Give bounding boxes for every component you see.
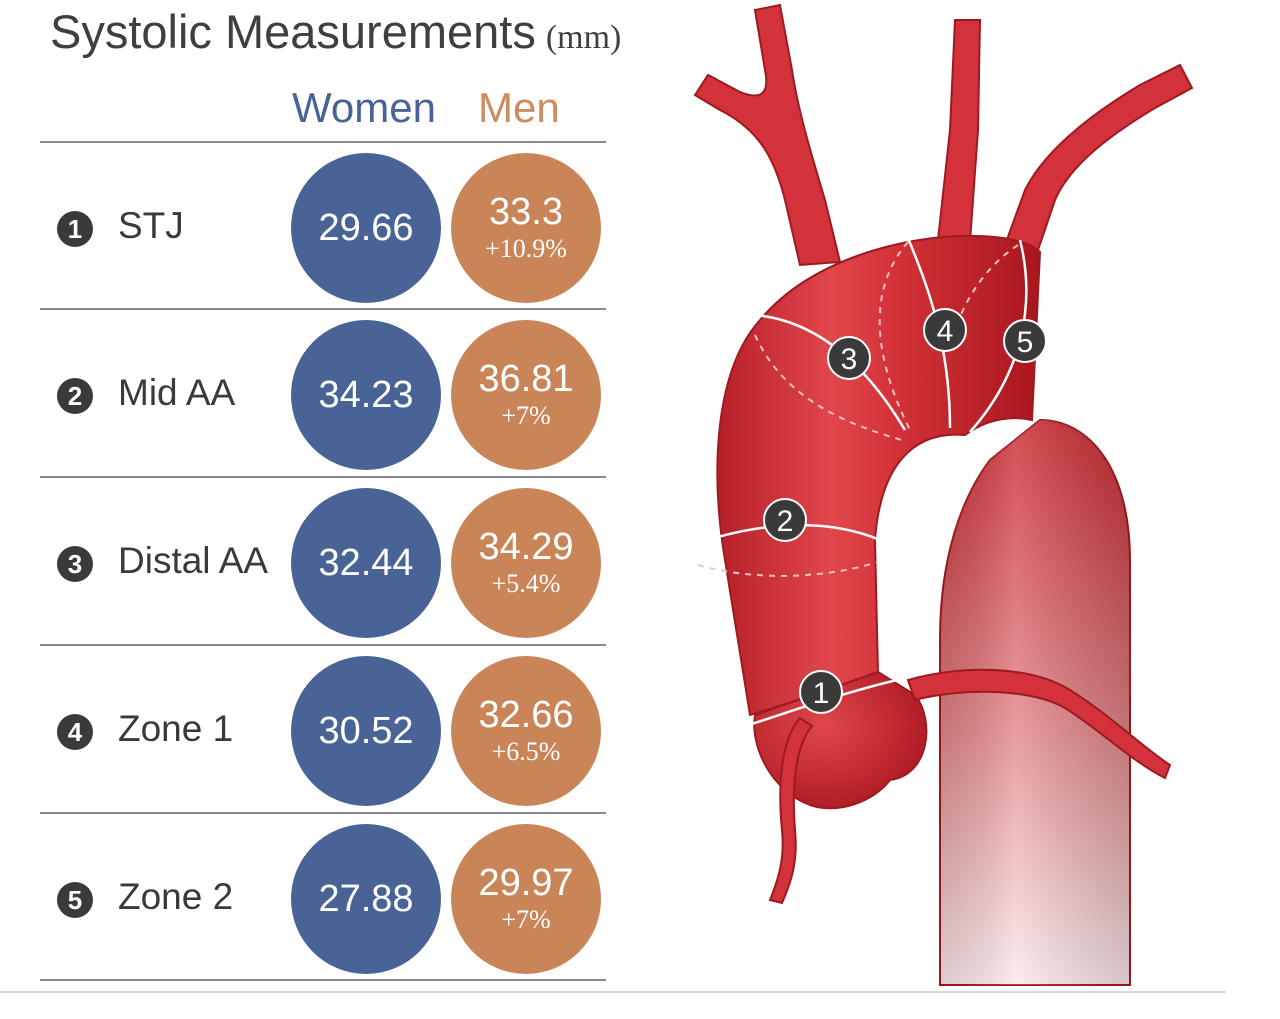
women-value-circle: 29.66 bbox=[291, 153, 441, 303]
measurement-line-3-back bbox=[754, 334, 903, 441]
men-percent-difference: +10.9% bbox=[485, 234, 567, 263]
bottom-rule bbox=[0, 991, 1226, 993]
left-common-carotid-artery bbox=[936, 19, 982, 244]
row-label: Mid AA bbox=[118, 372, 236, 413]
row-number-badge: 4 bbox=[57, 714, 93, 750]
row-number-badge: 5 bbox=[57, 882, 93, 918]
men-value: 29.97 bbox=[478, 862, 574, 904]
women-value-circle: 34.23 bbox=[291, 320, 441, 470]
measurement-row-distal-aa: 3 Distal AA 32.44 34.29 +5.4% bbox=[0, 480, 620, 646]
left-subclavian-artery bbox=[1003, 63, 1194, 252]
men-value-circle: 29.97 +7% bbox=[451, 824, 601, 974]
men-value-circle: 33.3 +10.9% bbox=[451, 153, 601, 303]
men-value-circle: 34.29 +5.4% bbox=[451, 488, 601, 638]
marker-1-label: 1 bbox=[813, 677, 830, 710]
men-value-circle: 36.81 +7% bbox=[451, 320, 601, 470]
row-label: STJ bbox=[118, 205, 184, 246]
women-value: 29.66 bbox=[318, 207, 414, 249]
women-value: 27.88 bbox=[318, 878, 414, 920]
row-label: Distal AA bbox=[118, 540, 269, 581]
marker-4-label: 4 bbox=[937, 315, 954, 348]
men-value: 36.81 bbox=[478, 358, 574, 400]
row-label: Zone 2 bbox=[118, 876, 234, 917]
divider-line bbox=[40, 644, 606, 646]
measurement-line-2-back bbox=[697, 561, 879, 577]
men-value: 33.3 bbox=[489, 191, 563, 233]
row-number-badge: 2 bbox=[57, 378, 93, 414]
men-percent-difference: +7% bbox=[501, 401, 551, 430]
women-value-circle: 32.44 bbox=[291, 488, 441, 638]
women-value: 32.44 bbox=[318, 542, 414, 584]
brachiocephalic-artery bbox=[693, 3, 842, 267]
descending-aorta-shading bbox=[940, 420, 1130, 985]
marker-4: 4 bbox=[923, 308, 967, 352]
marker-5: 5 bbox=[1003, 319, 1047, 363]
measurement-row-zone-2: 5 Zone 2 27.88 29.97 +7% bbox=[0, 816, 620, 982]
men-percent-difference: +5.4% bbox=[491, 569, 561, 598]
men-value: 34.29 bbox=[478, 526, 574, 568]
women-column-header: Women bbox=[292, 84, 436, 131]
row-number-badge: 3 bbox=[57, 546, 93, 582]
women-value: 34.23 bbox=[318, 374, 414, 416]
divider-line bbox=[40, 308, 606, 310]
men-column-header: Men bbox=[478, 84, 560, 131]
men-percent-difference: +6.5% bbox=[491, 737, 561, 766]
row-label: Zone 1 bbox=[118, 708, 234, 749]
aorta-illustration: 1 2 3 4 5 bbox=[691, 3, 1194, 986]
men-value-circle: 32.66 +6.5% bbox=[451, 656, 601, 806]
women-value: 30.52 bbox=[318, 710, 414, 752]
measurement-row-zone-1: 4 Zone 1 30.52 32.66 +6.5% bbox=[0, 648, 620, 814]
left-coronary-artery bbox=[906, 668, 1172, 780]
men-value: 32.66 bbox=[478, 694, 574, 736]
marker-2: 2 bbox=[763, 498, 807, 542]
women-value-circle: 30.52 bbox=[291, 656, 441, 806]
right-coronary-artery bbox=[768, 716, 814, 905]
row-number-badge: 1 bbox=[57, 211, 93, 247]
page-title: Systolic Measurements (mm) bbox=[50, 4, 621, 59]
title-text: Systolic Measurements bbox=[50, 5, 536, 58]
divider-line bbox=[40, 141, 606, 143]
divider-line bbox=[40, 476, 606, 478]
aortic-root bbox=[753, 670, 928, 810]
marker-1: 1 bbox=[799, 670, 843, 714]
aortic-arch bbox=[716, 234, 1042, 717]
men-percent-difference: +7% bbox=[501, 905, 551, 934]
divider-line bbox=[40, 812, 606, 814]
marker-3-label: 3 bbox=[841, 343, 858, 376]
measurement-row-stj: 1 STJ 29.66 33.3 +10.9% bbox=[0, 145, 620, 311]
marker-2-label: 2 bbox=[777, 505, 794, 538]
measurement-line-5-back bbox=[951, 244, 1019, 341]
marker-3: 3 bbox=[827, 336, 871, 380]
women-value-circle: 27.88 bbox=[291, 824, 441, 974]
measurement-row-mid-aa: 2 Mid AA 34.23 36.81 +7% bbox=[0, 312, 620, 478]
marker-5-label: 5 bbox=[1017, 326, 1034, 359]
unit-label: (mm) bbox=[545, 19, 622, 56]
divider-line bbox=[40, 979, 606, 981]
